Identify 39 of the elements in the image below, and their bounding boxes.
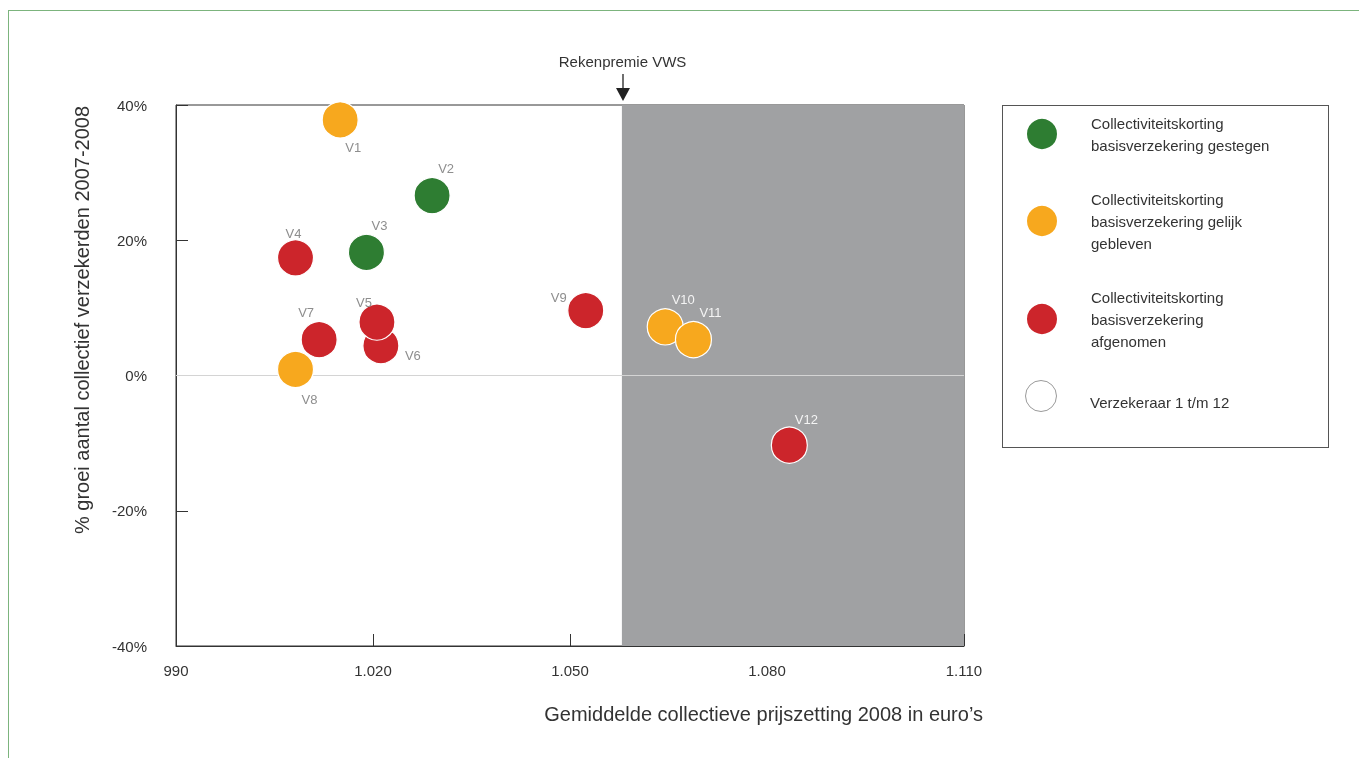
y-tick-label: 0% [125, 367, 147, 384]
data-label: V7 [298, 305, 315, 321]
point [276, 239, 315, 277]
data-label: V9 [550, 290, 567, 306]
data-label: V8 [301, 391, 318, 407]
x-tick-label: 1.050 [551, 662, 589, 679]
point [347, 233, 386, 272]
y-tick-label: -20% [111, 502, 147, 520]
x-tick-label: 1.110 [945, 662, 983, 679]
y-tick-label: 20% [116, 231, 147, 249]
point [413, 177, 451, 215]
x-tick-label: 990 [163, 662, 189, 679]
legend-label: Collectiviteitskorting basisverzekering gelijk gebleven [1091, 190, 1247, 252]
data-label: V1 [345, 140, 362, 156]
point [674, 321, 713, 359]
legend-label: Collectiviteitskorting basisverzekering afgenomen [1091, 288, 1228, 350]
point [646, 308, 684, 346]
point [321, 101, 359, 139]
data-label: V6 [404, 348, 421, 364]
legend-label: Collectiviteitskorting basisverzekering gestegen [1091, 114, 1270, 154]
data-label: V5 [355, 294, 372, 310]
x-tick-label: 1.020 [354, 662, 392, 679]
point [300, 321, 338, 359]
data-label: V12 [794, 411, 818, 427]
text: Verzekeraar 1 t/m 12 [1090, 393, 1230, 413]
point [276, 350, 315, 388]
data-label: V3 [371, 217, 388, 233]
point [567, 291, 605, 330]
y-tick-label: 40% [116, 96, 147, 114]
data-label: V11 [699, 305, 722, 321]
x-tick-label: 1.080 [748, 662, 786, 679]
point [770, 426, 808, 464]
x-axis-title: Gemiddelde collectieve prijszetting 2008 in euro’s [544, 703, 983, 725]
data-label: V2 [438, 161, 455, 177]
y-axis-title: % groei aantal collectief verzekerden 2007-2008 [71, 105, 93, 535]
ref-line-label: Rekenpremie VWS [558, 53, 687, 70]
data-label: V4 [285, 226, 302, 242]
y-tick-label: -40% [111, 637, 147, 655]
data-label: V10 [671, 292, 695, 308]
